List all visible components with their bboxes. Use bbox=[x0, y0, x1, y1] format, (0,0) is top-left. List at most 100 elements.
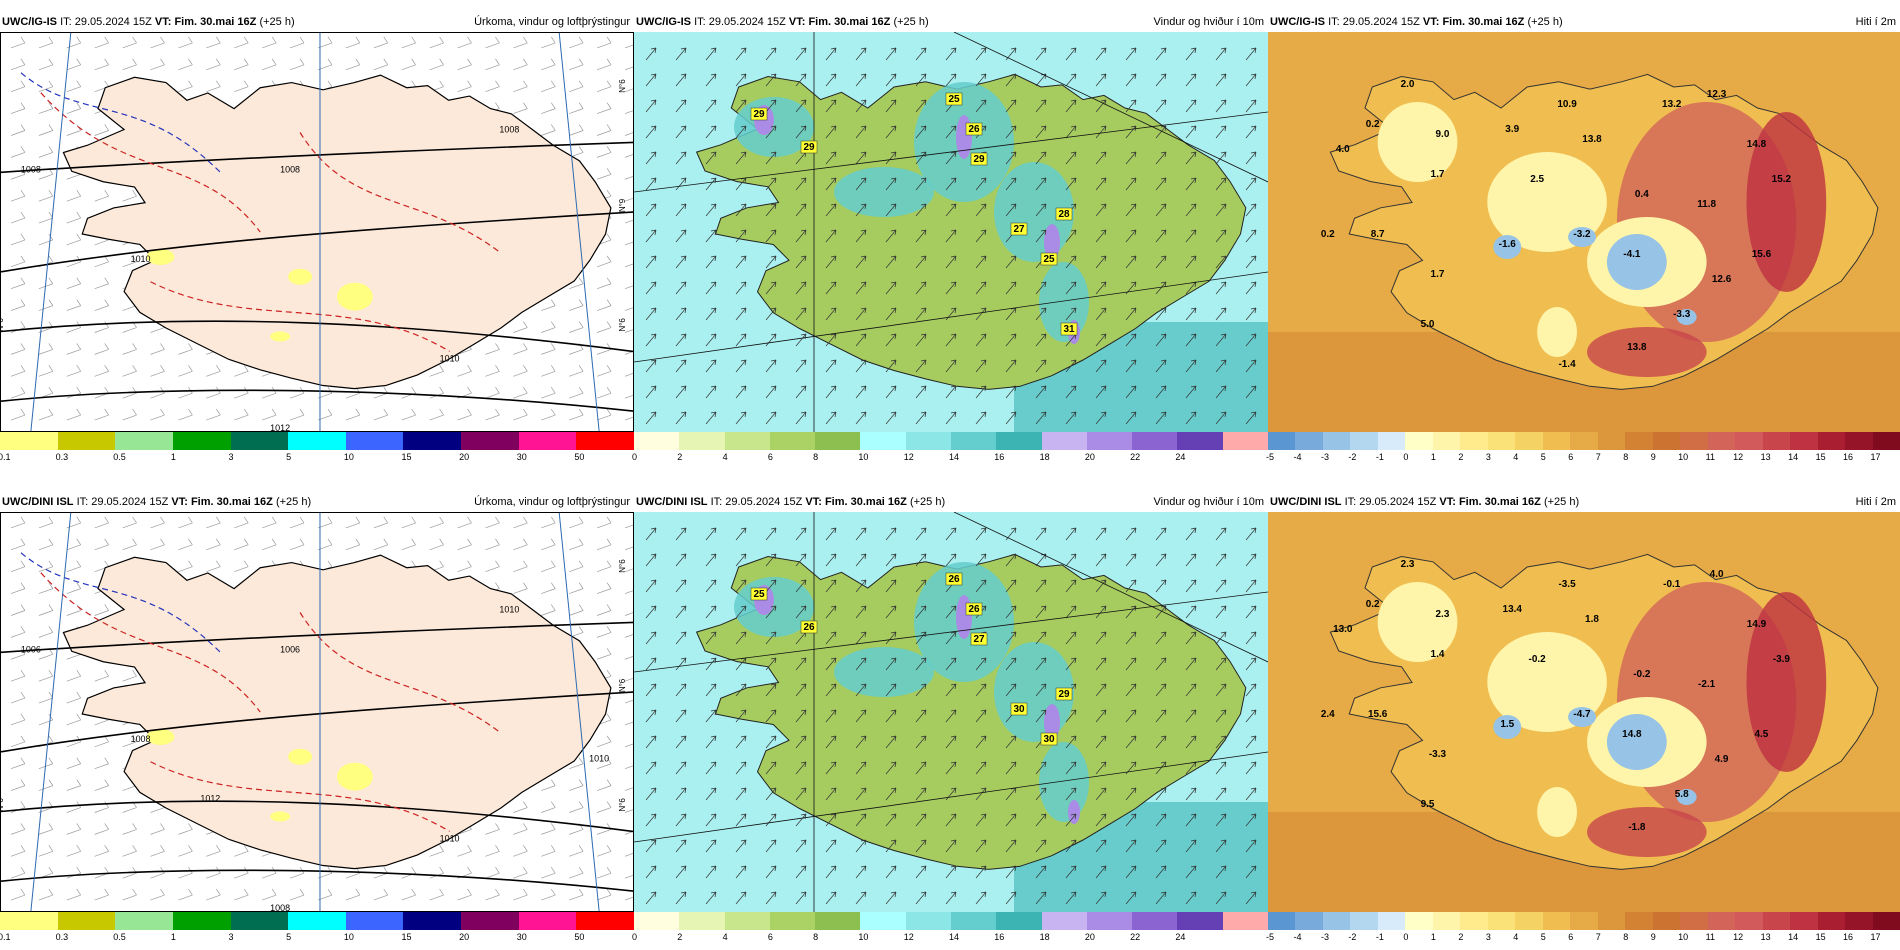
valid-time: Fim. 30.mai 16Z bbox=[1458, 496, 1541, 508]
wind-barb bbox=[624, 743, 633, 748]
wind-arrow bbox=[765, 47, 777, 61]
wind-arrow bbox=[1185, 47, 1197, 61]
temp-contour bbox=[40, 92, 261, 233]
isobar-label: 1010 bbox=[589, 754, 609, 764]
wind-arrow bbox=[795, 359, 807, 373]
wind-arrow bbox=[765, 579, 777, 593]
wind-barb bbox=[94, 365, 109, 377]
wind-arrow bbox=[1215, 281, 1227, 295]
wind-arrow bbox=[855, 47, 867, 61]
panel-header: UWC/DINI ISL IT: 29.05.2024 15Z VT: Fim.… bbox=[0, 492, 634, 512]
wind-barb bbox=[234, 58, 249, 71]
map-canvas: 1008 1008 1010 1012 1010 1008 N°6 N°9 N°6 N°6 bbox=[1, 33, 633, 431]
wind-barb bbox=[569, 516, 584, 529]
wind-arrow bbox=[675, 683, 687, 697]
colorbar-tick-label: 2 bbox=[1458, 452, 1464, 462]
isobar-label: 1010 bbox=[131, 254, 151, 264]
wind-barb bbox=[66, 713, 82, 726]
wind-barb bbox=[66, 80, 82, 93]
wind-arrow bbox=[855, 839, 867, 853]
wind-arrow bbox=[1095, 411, 1107, 425]
wind-arrow bbox=[645, 307, 657, 321]
wind-barb bbox=[10, 867, 26, 879]
valid-time: Fim. 30.mai 16Z bbox=[174, 16, 257, 28]
wind-arrow bbox=[855, 151, 867, 165]
wind-arrow bbox=[1245, 735, 1257, 749]
wind-barb bbox=[429, 845, 444, 857]
gust-label-box bbox=[750, 107, 768, 121]
wind-arrow bbox=[675, 47, 687, 61]
wind-arrow bbox=[915, 229, 927, 243]
precip-map[interactable]: 1008 1008 1010 1012 1010 1008 N°6 N°9 N°6 N°6 bbox=[0, 32, 634, 432]
wind-barb bbox=[541, 823, 556, 835]
wind-map[interactable]: 25 26 26 26 27 30 29 30 bbox=[634, 512, 1268, 912]
wind-barb bbox=[624, 219, 633, 224]
colorbar-swatch bbox=[905, 912, 951, 930]
wind-barb bbox=[596, 299, 612, 311]
wind-arrow bbox=[885, 553, 897, 567]
wind-barb bbox=[624, 373, 633, 377]
wind-arrow bbox=[795, 307, 807, 321]
wind-barb bbox=[401, 538, 416, 551]
isobar-label: 1008 bbox=[21, 164, 41, 174]
wind-barb bbox=[345, 36, 361, 49]
wind-map[interactable]: 29 29 25 26 29 27 28 25 31 bbox=[634, 32, 1268, 432]
colorbar-swatch bbox=[1817, 432, 1846, 450]
wind-arrow bbox=[975, 761, 987, 775]
wind-arrow bbox=[1035, 229, 1047, 243]
wind-arrow bbox=[915, 527, 927, 541]
wind-arrow bbox=[915, 553, 927, 567]
wind-barb bbox=[569, 801, 584, 813]
model-name: UWC/IG-IS bbox=[1270, 16, 1325, 28]
wind-barb bbox=[624, 176, 633, 180]
colorbar-tick-label: 0.1 bbox=[0, 932, 11, 942]
wind-barb bbox=[624, 853, 633, 857]
wind-arrow bbox=[1125, 73, 1137, 87]
wind-arrow bbox=[885, 579, 897, 593]
temperature-map[interactable]: 2.3 0.2 2.3 13.0 13.4 -3.5 1.8 -0.1 4.0 14.9 1.4 -0… bbox=[1268, 512, 1900, 912]
wind-arrow bbox=[1035, 657, 1047, 671]
wind-arrow bbox=[645, 255, 657, 269]
wind-arrow bbox=[765, 891, 777, 905]
temperature-label: -3.2 bbox=[1573, 229, 1591, 240]
wind-arrow bbox=[1065, 47, 1077, 61]
temperature-map[interactable]: 2.0 0.2 9.0 4.0 3.9 10.9 13.8 13.2 12.3 14.8 1.7 2.… bbox=[1268, 32, 1900, 432]
wind-arrow bbox=[915, 787, 927, 801]
panel-title: Vindur og hviður í 10m bbox=[1153, 496, 1264, 508]
wind-barb bbox=[38, 845, 54, 857]
graticule-line bbox=[953, 512, 1268, 663]
wind-barb bbox=[178, 343, 193, 355]
gust-label: 29 bbox=[803, 142, 815, 153]
wind-barb bbox=[541, 582, 556, 594]
wind-barb bbox=[38, 365, 54, 377]
wind-arrow bbox=[945, 761, 957, 775]
wind-arrow bbox=[885, 735, 897, 749]
wind-arrow bbox=[885, 709, 897, 723]
wind-arrow bbox=[1035, 761, 1047, 775]
wind-barb bbox=[457, 36, 472, 49]
wind-barb bbox=[178, 58, 193, 71]
wind-arrow bbox=[1065, 891, 1077, 905]
colorbar-tick-label: 15 bbox=[1815, 452, 1826, 462]
wind-arrow bbox=[825, 255, 837, 269]
wind-barb bbox=[596, 168, 612, 180]
wind-arrow bbox=[1125, 333, 1137, 347]
precip-map[interactable]: 1006 1006 1008 1008 1010 1010 1012 1010 N°6 N°6 N°… bbox=[0, 512, 634, 912]
wind-arrow bbox=[1185, 813, 1197, 827]
colorbar-tick-label: 10 bbox=[1678, 452, 1689, 462]
wind-arrow bbox=[645, 229, 657, 243]
wind-barb bbox=[10, 387, 26, 399]
colorbar-tick-label: 0 bbox=[1403, 932, 1409, 942]
wind-barb bbox=[10, 365, 26, 377]
wind-arrow bbox=[735, 631, 747, 645]
wind-barb bbox=[569, 80, 584, 93]
wind-barb bbox=[485, 80, 500, 93]
gust-zone bbox=[1044, 224, 1060, 260]
wind-arrow bbox=[735, 203, 747, 217]
wind-arrow bbox=[825, 177, 837, 191]
wind-arrow bbox=[675, 333, 687, 347]
wind-barb bbox=[38, 146, 54, 158]
panel-top-left: UWC/IG-IS IT: 29.05.2024 15Z VT: Fim. 30… bbox=[0, 12, 635, 467]
wind-arrow bbox=[885, 891, 897, 905]
wind-arrow bbox=[855, 553, 867, 567]
